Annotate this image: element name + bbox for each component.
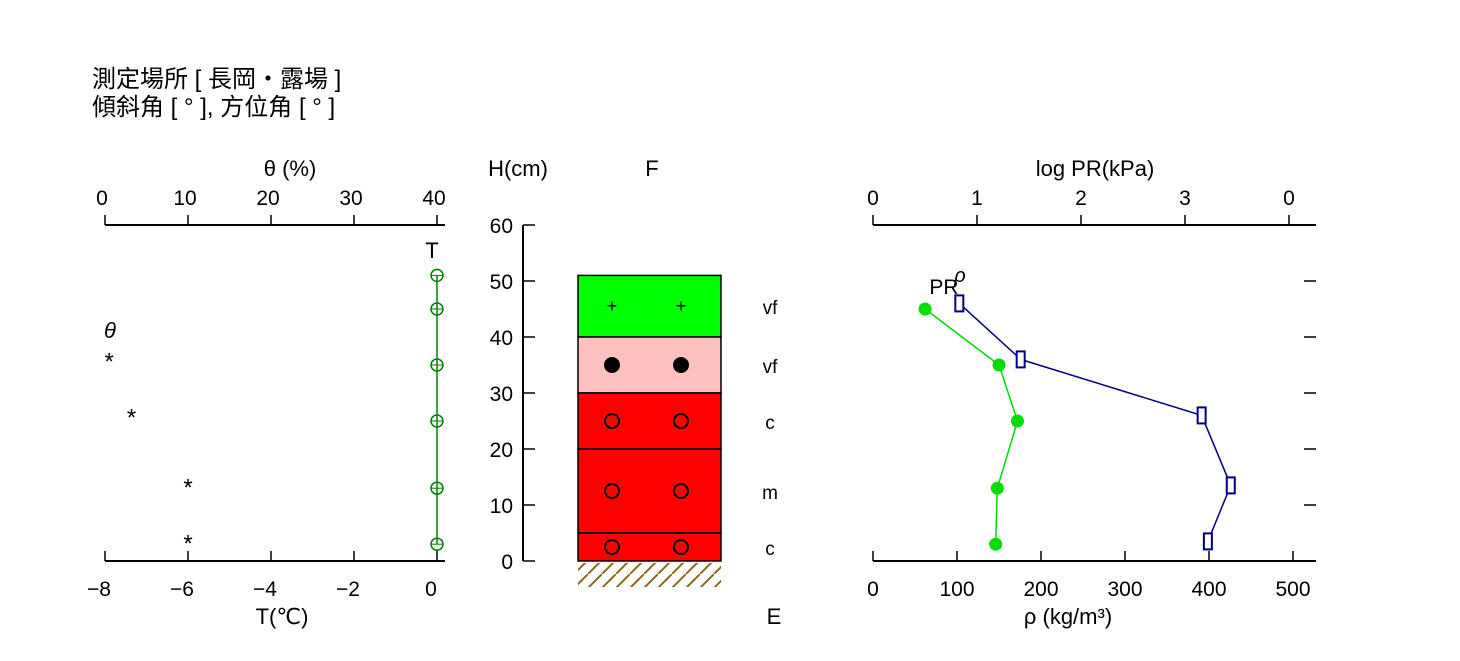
rho-tick-label: 300	[1107, 578, 1142, 601]
theta-series: * * * *	[104, 348, 192, 557]
grain-symbol	[673, 357, 689, 373]
hardness-series	[954, 294, 1236, 551]
hardness-point	[1015, 350, 1026, 369]
rho-tick-label: 0	[867, 578, 879, 601]
grain-symbol	[604, 539, 620, 555]
grain-symbol	[604, 483, 620, 499]
rho-tick-label: 200	[1023, 578, 1058, 601]
density-point	[1010, 414, 1024, 428]
grain-symbol	[604, 413, 620, 429]
density-point	[990, 481, 1004, 495]
height-tick-label: 10	[490, 495, 513, 518]
header-slope-azimuth: 傾斜角 [ ° ], 方位角 [ ° ]	[92, 94, 336, 121]
height-tick-label: 30	[490, 383, 513, 406]
t-tick-label: −8	[87, 578, 111, 601]
grain-symbol: +	[676, 296, 687, 316]
grain-size-label: c	[765, 413, 775, 434]
height-tick-label: 60	[490, 215, 513, 238]
grain-symbol	[673, 539, 689, 555]
hardness-line	[958, 302, 1232, 542]
header-location: 測定場所 [ 長岡・露場 ]	[92, 66, 342, 93]
snow-layer	[577, 448, 722, 534]
t-tick-label: −2	[336, 578, 360, 601]
theta-legend-label: θ	[104, 318, 116, 343]
rho-tick-label: 500	[1275, 578, 1310, 601]
grain-size-label: vf	[763, 298, 779, 319]
grain-symbol	[604, 357, 620, 373]
grain-symbol: +	[607, 296, 618, 316]
temperature-axis-title: T(℃)	[256, 604, 309, 629]
density-point	[992, 358, 1006, 372]
theta-tick-label: 0	[96, 187, 108, 210]
grain-size-label: m	[762, 483, 778, 504]
density-axis-title: ρ (kg/m³)	[1024, 604, 1112, 629]
theta-tick-label: 10	[173, 187, 196, 210]
height-axis-ticks: 0 10 20 30 40 50 60	[490, 215, 535, 574]
snow-layer	[577, 274, 722, 338]
temperature-series	[430, 268, 444, 551]
height-tick-label: 50	[490, 271, 513, 294]
theta-axis-title: θ (%)	[264, 156, 317, 181]
logpr-tick-label: 0	[867, 187, 879, 210]
logpr-axis-ticks: 0 1 2 3 0	[867, 187, 1295, 225]
theta-tick-label: 30	[339, 187, 362, 210]
logpr-tick-label: 1	[971, 187, 983, 210]
density-hardness-panel: log PR(kPa) 0 1 2 3 0 0 100 200 300 400 500 ρ (kg…	[867, 156, 1316, 629]
rho-tick-label: 400	[1191, 578, 1226, 601]
right-height-ticks	[1304, 224, 1316, 562]
snow-layers: + + vf vf c m c	[577, 274, 779, 562]
height-tick-label: 0	[501, 551, 513, 574]
logpr-tick-label: 0	[1283, 187, 1295, 210]
theta-point: *	[127, 404, 136, 431]
theta-point: *	[183, 474, 192, 501]
t-tick-label: 0	[425, 578, 437, 601]
height-axis-title: H(cm)	[488, 156, 548, 181]
density-series	[918, 302, 1024, 551]
temperature-moisture-panel: θ (%) 0 10 20 30 40 T θ −8 −6 −4 −2 0 T(℃) * * * *	[87, 156, 446, 629]
logpr-tick-label: 3	[1179, 187, 1191, 210]
hardness-point	[1202, 532, 1213, 551]
density-axis-ticks: 0 100 200 300 400 500	[867, 551, 1311, 601]
footer-label: E	[767, 604, 782, 629]
rho-tick-label: 100	[939, 578, 974, 601]
grain-symbol	[673, 413, 689, 429]
theta-axis-ticks: 0 10 20 30 40	[96, 187, 446, 225]
hardness-point	[954, 294, 965, 313]
theta-point: *	[104, 348, 113, 375]
ground-hatch	[578, 563, 721, 587]
grain-size-label: vf	[763, 357, 779, 378]
stratigraphy-panel: H(cm) F 0 10 20 30 40 50 60 + + vf vf c m c E	[488, 156, 781, 629]
pr-legend-label: PR	[929, 276, 958, 299]
snow-layer	[577, 532, 722, 562]
snow-layer	[577, 392, 722, 450]
temperature-legend-label: T	[425, 238, 438, 263]
grain-column-title: F	[645, 156, 658, 181]
logpr-axis-title: log PR(kPa)	[1036, 156, 1155, 181]
grain-symbol	[673, 483, 689, 499]
hardness-point	[1225, 476, 1236, 495]
snow-layer	[577, 336, 722, 394]
theta-tick-label: 20	[256, 187, 279, 210]
rho-legend-label: ρ	[953, 265, 965, 287]
density-point	[918, 302, 932, 316]
logpr-tick-label: 2	[1075, 187, 1087, 210]
t-tick-label: −4	[253, 578, 277, 601]
temperature-axis-ticks: −8 −6 −4 −2 0	[87, 551, 438, 601]
theta-tick-label: 40	[422, 187, 445, 210]
density-point	[989, 537, 1003, 551]
theta-point: *	[183, 530, 192, 557]
grain-size-label: c	[765, 539, 775, 560]
t-tick-label: −6	[170, 578, 194, 601]
hardness-point	[1196, 406, 1207, 425]
height-tick-label: 20	[490, 439, 513, 462]
height-tick-label: 40	[490, 327, 513, 350]
